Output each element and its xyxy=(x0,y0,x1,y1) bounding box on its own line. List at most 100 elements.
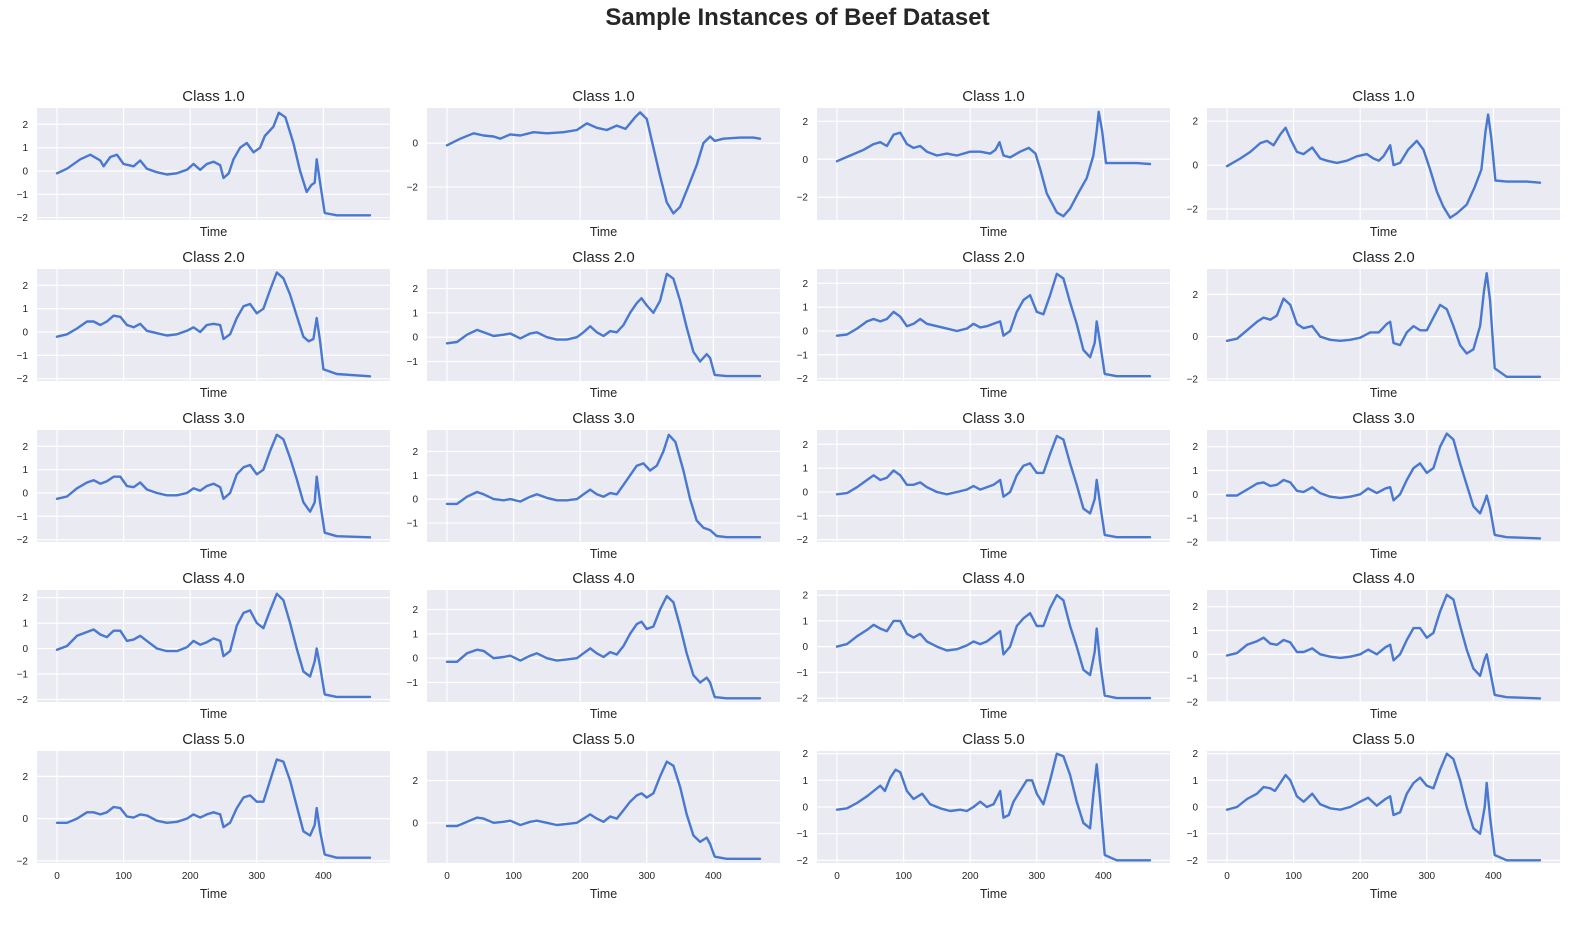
x-tick-label: 0 xyxy=(54,871,60,882)
subplot-title: Class 4.0 xyxy=(572,570,635,587)
subplot-panel: −2 −1 0 1 2 Class 4.0 Time xyxy=(17,570,390,721)
plot-area xyxy=(427,108,780,220)
y-tick-label: 0 xyxy=(22,328,28,339)
x-tick-label: 0 xyxy=(834,871,840,882)
y-tick-label: −1 xyxy=(17,512,29,523)
y-tick-label: 0 xyxy=(412,139,418,150)
y-tick-label: −2 xyxy=(797,193,809,204)
y-tick-label: −2 xyxy=(407,183,419,194)
y-tick-label: −2 xyxy=(17,374,29,385)
plot-area xyxy=(427,430,780,542)
subplot-title: Class 5.0 xyxy=(572,731,635,748)
y-tick-label: 2 xyxy=(802,279,808,290)
subplot-panel: −2 0 2 Class 2.0 Time xyxy=(1187,249,1560,400)
y-tick-label: 2 xyxy=(1192,749,1198,760)
subplot-title: Class 2.0 xyxy=(182,249,245,266)
y-tick-label: 2 xyxy=(802,749,808,760)
x-axis-label: Time xyxy=(590,225,617,239)
x-axis-label: Time xyxy=(200,707,227,721)
plot-area xyxy=(1207,590,1560,702)
plot-area xyxy=(1207,269,1560,381)
subplot-title: Class 3.0 xyxy=(1352,410,1415,427)
y-tick-label: 0 xyxy=(22,644,28,655)
y-tick-label: −1 xyxy=(17,190,29,201)
x-axis-label: Time xyxy=(200,547,227,561)
x-tick-label: 0 xyxy=(444,871,450,882)
y-tick-label: −1 xyxy=(1187,674,1199,685)
x-axis-label: Time xyxy=(1370,225,1397,239)
y-tick-label: 0 xyxy=(412,654,418,665)
x-axis-label: Time xyxy=(980,707,1007,721)
y-tick-label: −2 xyxy=(1187,538,1199,549)
y-tick-label: −2 xyxy=(17,695,29,706)
subplot-title: Class 3.0 xyxy=(182,410,245,427)
x-axis-label: Time xyxy=(200,225,227,239)
subplot-title: Class 3.0 xyxy=(572,410,635,427)
subplot-panel: 0 2 0 100 200 300 400 Class 5.0 Time xyxy=(412,731,780,901)
x-tick-label: 300 xyxy=(248,871,265,882)
plot-area xyxy=(427,269,780,381)
y-tick-label: 2 xyxy=(412,776,418,787)
y-tick-label: 0 xyxy=(1192,161,1198,172)
subplot-panel: −2 −1 0 1 2 Class 4.0 Time xyxy=(1187,570,1560,721)
x-axis-label: Time xyxy=(590,386,617,400)
plot-area xyxy=(37,430,390,542)
y-tick-label: 0 xyxy=(802,487,808,498)
x-tick-label: 200 xyxy=(572,871,589,882)
x-axis-label: Time xyxy=(1370,707,1397,721)
y-tick-label: −2 xyxy=(797,694,809,705)
plot-area xyxy=(37,108,390,220)
y-tick-label: 0 xyxy=(1192,803,1198,814)
subplot-panel: −2 −1 0 1 2 Class 2.0 Time xyxy=(797,249,1170,400)
x-tick-label: 100 xyxy=(895,871,912,882)
subplot-panel: −2 −1 0 1 2 Class 4.0 Time xyxy=(797,570,1170,721)
subplot-panel: −2 −1 0 1 2 0 100 200 300 400 Class 5.0 Time xyxy=(1187,731,1560,901)
plot-area xyxy=(1207,430,1560,542)
y-tick-label: −2 xyxy=(797,856,809,867)
y-tick-label: −2 xyxy=(1187,856,1199,867)
y-tick-label: 2 xyxy=(802,117,808,128)
y-tick-label: −1 xyxy=(407,357,419,368)
subplot-title: Class 4.0 xyxy=(182,570,245,587)
subplot-title: Class 4.0 xyxy=(1352,570,1415,587)
series-line xyxy=(55,271,372,378)
x-tick-label: 300 xyxy=(1028,871,1045,882)
y-tick-label: 1 xyxy=(22,465,28,476)
series-line xyxy=(445,272,762,378)
y-tick-label: −2 xyxy=(17,213,29,224)
x-tick-label: 0 xyxy=(1224,871,1230,882)
subplot-title: Class 3.0 xyxy=(962,410,1025,427)
x-axis-label: Time xyxy=(980,386,1007,400)
subplot-panel: −2 −1 0 1 2 Class 3.0 Time xyxy=(1187,410,1560,561)
y-tick-label: −2 xyxy=(17,535,29,546)
y-tick-label: 1 xyxy=(22,304,28,315)
y-tick-label: 0 xyxy=(412,818,418,829)
y-tick-label: 0 xyxy=(1192,332,1198,343)
y-tick-label: −2 xyxy=(797,374,809,385)
x-tick-label: 200 xyxy=(182,871,199,882)
series-line xyxy=(835,752,1152,862)
y-tick-label: −1 xyxy=(407,678,419,689)
x-axis-label: Time xyxy=(200,386,227,400)
y-tick-label: 0 xyxy=(1192,490,1198,501)
y-tick-label: −1 xyxy=(797,511,809,522)
subplot-title: Class 5.0 xyxy=(1352,731,1415,748)
subplot-title: Class 2.0 xyxy=(1352,249,1415,266)
plot-area xyxy=(427,590,780,702)
subplot-panel: −2 0 2 Class 1.0 Time xyxy=(797,88,1170,239)
x-tick-label: 400 xyxy=(315,871,332,882)
subplot-panel: −2 −1 0 1 2 Class 3.0 Time xyxy=(17,410,390,561)
subplot-panel: −2 0 2 0 100 200 300 400 Class 5.0 Time xyxy=(17,731,390,901)
x-axis-label: Time xyxy=(590,547,617,561)
subplot-panel: −1 0 1 2 Class 3.0 Time xyxy=(407,410,780,561)
y-tick-label: 1 xyxy=(1192,776,1198,787)
y-tick-label: 1 xyxy=(412,471,418,482)
plot-area xyxy=(1207,108,1560,220)
y-tick-label: 0 xyxy=(22,167,28,178)
x-tick-label: 100 xyxy=(115,871,132,882)
subplot-title: Class 1.0 xyxy=(572,88,635,105)
y-tick-label: −1 xyxy=(407,518,419,529)
y-tick-label: 0 xyxy=(412,495,418,506)
subplot-panel: −2 −1 0 1 2 0 100 200 300 400 Class 5.0 Time xyxy=(797,731,1170,901)
subplot-panel: −2 −1 0 1 2 Class 1.0 Time xyxy=(17,88,390,239)
